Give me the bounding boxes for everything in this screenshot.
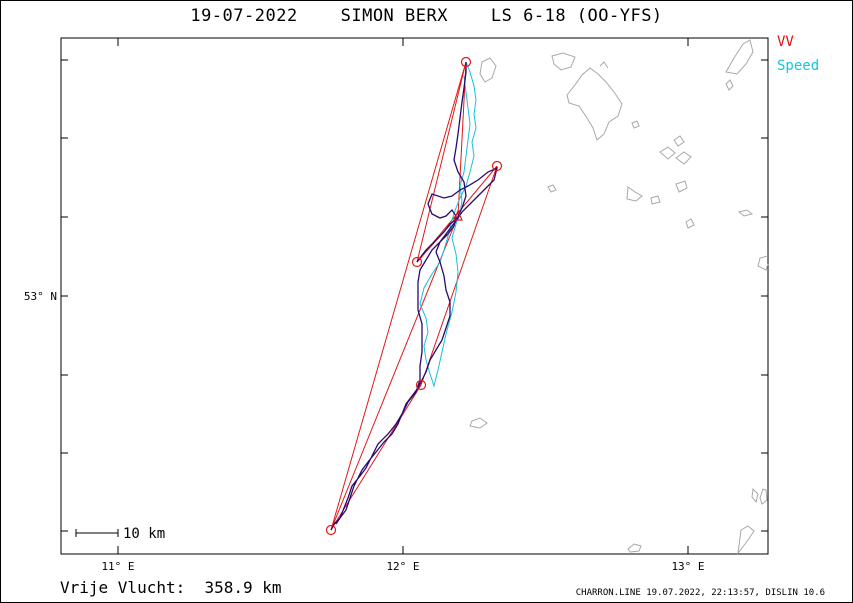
flight-track-loop (453, 62, 467, 217)
turnpoint-2 (491, 160, 503, 172)
lon-label-11: 11° E (101, 560, 134, 573)
flight-track-north (416, 217, 459, 263)
legend-speed: Speed (777, 58, 820, 74)
coastline (469, 39, 769, 555)
turnpoint-3 (411, 256, 423, 268)
footer-info: CHARRON.LINE 19.07.2022, 22:13:57, DISLI… (575, 588, 825, 598)
start-triangle-icon (453, 209, 463, 221)
scale-label: 10 km (123, 526, 165, 542)
turnpoints (325, 56, 503, 536)
distance-label: Vrije Vlucht: 358.9 km (60, 578, 282, 597)
turnpoint-1 (460, 56, 472, 68)
lat-label-53: 53° N (24, 290, 57, 303)
vv-track (330, 61, 498, 531)
axis-ticks (61, 38, 768, 554)
scale-bar (75, 529, 119, 537)
legend-vv: VV (777, 34, 794, 50)
lon-label-12: 12° E (386, 560, 419, 573)
turnpoint-5 (325, 524, 337, 536)
page-title: 19-07-2022 SIMON BERX LS 6-18 (OO-YFS) (190, 6, 663, 26)
flight-track (330, 166, 498, 531)
turnpoint-4 (415, 379, 427, 391)
lon-label-13: 13° E (671, 560, 704, 573)
speed-track (419, 61, 477, 388)
plot-area (60, 37, 769, 555)
